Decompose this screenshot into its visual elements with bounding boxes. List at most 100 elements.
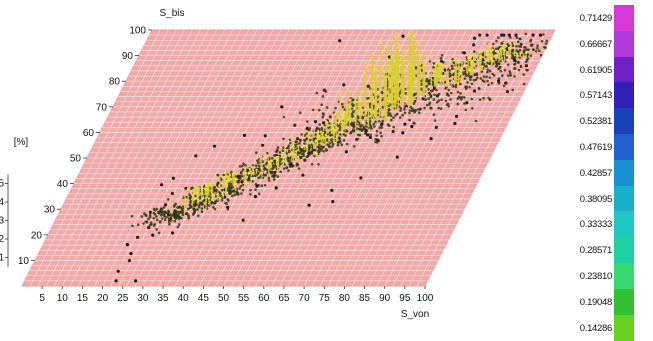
data-point xyxy=(254,151,258,154)
data-point xyxy=(460,98,463,101)
data-point xyxy=(166,198,170,201)
data-point xyxy=(244,164,247,167)
data-point xyxy=(459,92,462,95)
data-point xyxy=(158,211,162,214)
data-point xyxy=(401,34,405,38)
data-point xyxy=(306,154,310,158)
data-point xyxy=(173,203,176,207)
z-tick-label: 5 xyxy=(0,179,4,190)
data-point xyxy=(454,85,458,89)
data-point xyxy=(262,164,266,167)
data-point xyxy=(465,101,469,105)
data-point xyxy=(173,219,177,223)
data-point xyxy=(340,143,344,147)
data-point xyxy=(425,104,429,107)
data-point xyxy=(522,49,526,52)
data-point xyxy=(354,114,357,118)
data-point xyxy=(478,98,482,101)
data-point xyxy=(375,129,379,133)
data-point xyxy=(536,44,539,47)
data-point xyxy=(322,150,326,153)
data-point xyxy=(428,60,432,63)
data-point xyxy=(313,154,316,158)
data-point xyxy=(322,113,326,116)
data-point xyxy=(313,120,318,124)
data-point xyxy=(435,94,439,98)
data-point xyxy=(282,167,286,170)
data-point xyxy=(346,89,350,92)
data-point xyxy=(154,208,157,212)
data-point xyxy=(536,46,539,50)
data-point xyxy=(513,63,516,66)
data-point xyxy=(329,138,333,141)
data-point xyxy=(218,184,221,187)
data-point xyxy=(400,57,403,60)
data-point xyxy=(389,112,392,115)
data-point xyxy=(519,65,523,68)
data-point xyxy=(176,210,179,214)
data-point xyxy=(466,52,470,56)
data-point xyxy=(303,144,306,148)
data-point xyxy=(286,149,289,152)
data-point xyxy=(214,181,217,184)
data-point xyxy=(474,119,478,123)
data-point xyxy=(476,76,479,80)
grid-line-x xyxy=(271,29,403,287)
data-point xyxy=(385,46,388,49)
data-point xyxy=(134,279,138,283)
data-point xyxy=(152,211,156,215)
z-axis-label: [%] xyxy=(14,137,29,148)
data-point xyxy=(185,212,189,216)
data-point xyxy=(479,55,482,59)
data-point xyxy=(519,52,522,55)
data-point xyxy=(164,212,167,215)
data-point xyxy=(525,48,528,51)
data-point xyxy=(374,120,377,124)
data-point xyxy=(359,99,362,103)
data-point xyxy=(386,111,390,115)
data-point xyxy=(329,119,333,123)
data-point xyxy=(271,164,275,167)
data-point xyxy=(395,155,399,159)
data-point xyxy=(349,98,352,101)
data-point xyxy=(410,109,414,113)
data-point xyxy=(432,86,436,90)
legend-label: 0.71429 xyxy=(579,13,613,24)
data-point xyxy=(351,98,355,101)
data-point xyxy=(367,99,370,102)
data-point xyxy=(491,42,495,46)
data-point xyxy=(249,193,252,196)
x-tick-label: 95 xyxy=(399,293,411,304)
data-point xyxy=(272,178,276,181)
data-point xyxy=(165,216,168,219)
data-point xyxy=(191,194,195,197)
data-point xyxy=(154,215,158,218)
data-point xyxy=(234,182,237,186)
data-point xyxy=(295,164,299,167)
data-point xyxy=(470,61,473,64)
data-point xyxy=(211,181,214,184)
data-point xyxy=(197,206,201,209)
data-point xyxy=(193,211,196,214)
data-point xyxy=(235,192,239,196)
data-point xyxy=(507,44,511,47)
data-point xyxy=(407,62,410,65)
data-point xyxy=(486,70,489,74)
data-point xyxy=(356,137,360,141)
data-point xyxy=(228,192,232,196)
legend-label: 0.38095 xyxy=(579,193,613,205)
data-point xyxy=(437,99,441,102)
data-point xyxy=(310,143,314,147)
data-point xyxy=(341,117,344,121)
data-point xyxy=(307,131,310,134)
data-points xyxy=(114,30,549,283)
data-point xyxy=(282,159,285,163)
data-point xyxy=(456,102,460,106)
data-point xyxy=(271,167,274,171)
data-point xyxy=(218,175,221,178)
data-point xyxy=(226,198,229,201)
data-point xyxy=(417,53,420,56)
data-point xyxy=(359,125,362,128)
data-point xyxy=(231,194,234,198)
data-point xyxy=(287,144,291,148)
